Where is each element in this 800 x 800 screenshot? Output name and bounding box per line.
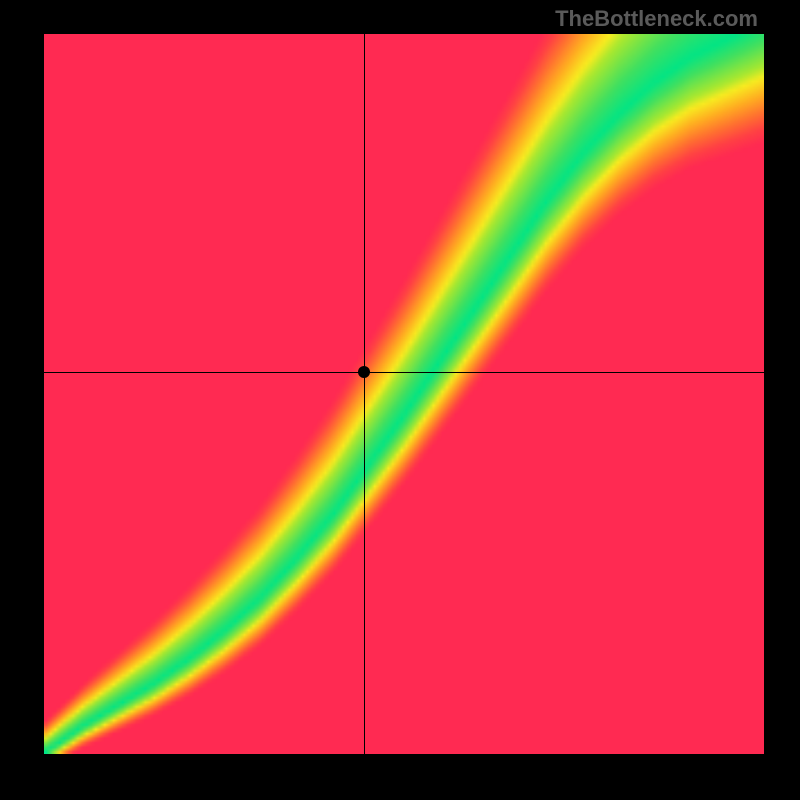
plot-area <box>44 34 764 754</box>
crosshair-horizontal <box>44 372 764 373</box>
crosshair-vertical <box>364 34 365 754</box>
chart-frame: TheBottleneck.com <box>0 0 800 800</box>
heatmap-canvas <box>44 34 764 754</box>
watermark-text: TheBottleneck.com <box>555 6 758 32</box>
data-point-marker <box>358 366 370 378</box>
